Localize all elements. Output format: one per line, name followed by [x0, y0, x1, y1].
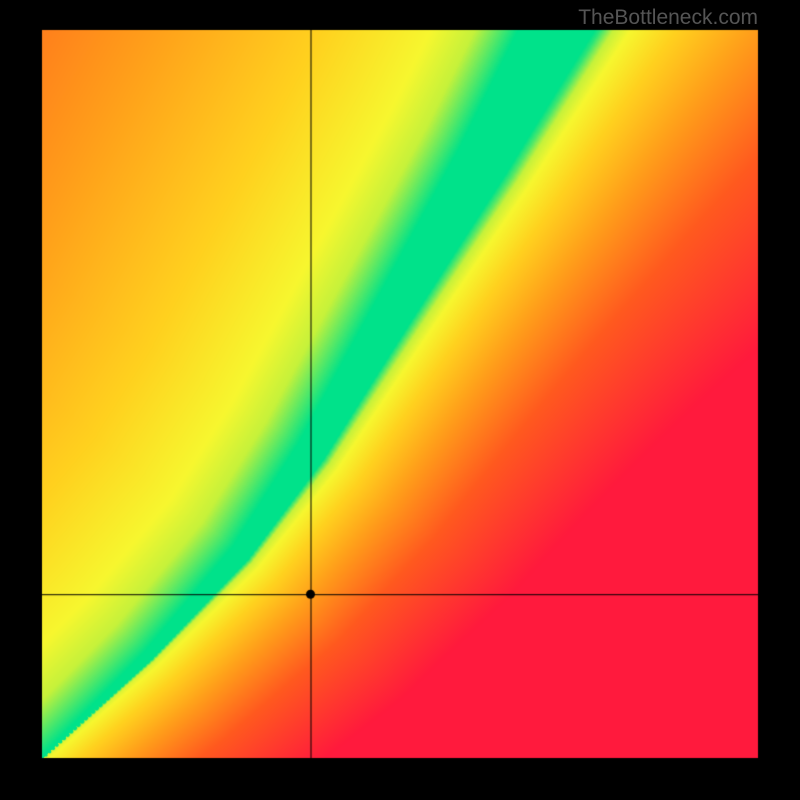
chart-container: TheBottleneck.com [0, 0, 800, 800]
bottleneck-heatmap [0, 0, 800, 800]
watermark-text: TheBottleneck.com [578, 6, 758, 30]
